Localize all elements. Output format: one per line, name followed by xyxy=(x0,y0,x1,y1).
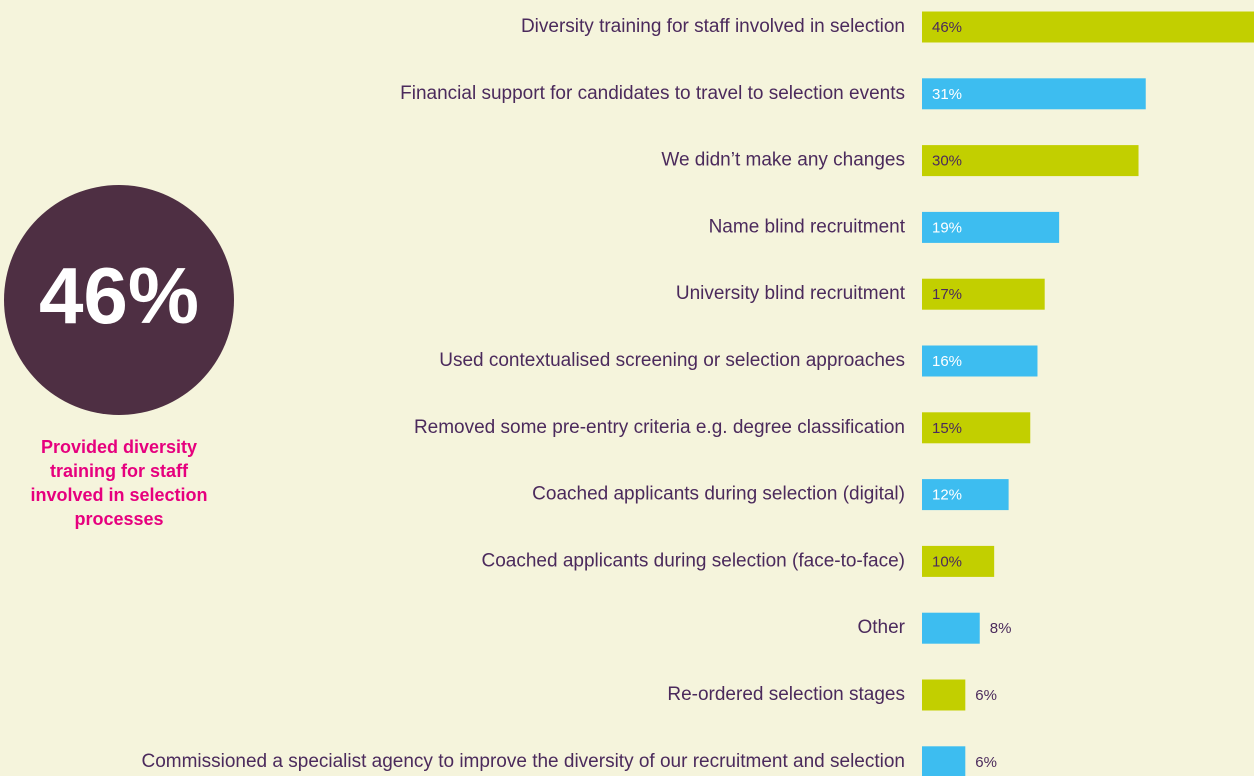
category-label: Removed some pre-entry criteria e.g. deg… xyxy=(414,417,905,438)
value-label: 10% xyxy=(932,553,962,570)
callout-value: 46% xyxy=(39,251,199,340)
category-label: Diversity training for staff involved in… xyxy=(521,16,905,37)
category-label: Used contextualised screening or selecti… xyxy=(439,350,905,371)
category-label: Coached applicants during selection (fac… xyxy=(481,550,905,571)
category-label: University blind recruitment xyxy=(676,283,906,304)
value-label: 8% xyxy=(990,620,1012,637)
category-label: Coached applicants during selection (dig… xyxy=(532,484,905,505)
bar xyxy=(922,545,995,577)
value-label: 6% xyxy=(975,754,997,771)
bar xyxy=(922,612,980,644)
bar xyxy=(922,278,1045,310)
bar xyxy=(922,78,1146,110)
category-label: Name blind recruitment xyxy=(709,216,906,237)
value-label: 17% xyxy=(932,286,962,303)
bar xyxy=(922,479,1009,511)
bar xyxy=(922,11,1254,43)
callout-text: processes xyxy=(74,509,163,529)
category-label: Re-ordered selection stages xyxy=(667,684,905,705)
callout-text: involved in selection xyxy=(30,485,207,505)
bar xyxy=(922,211,1060,243)
value-label: 46% xyxy=(932,19,962,36)
bar xyxy=(922,679,966,711)
category-label: Other xyxy=(857,617,905,638)
category-label: Financial support for candidates to trav… xyxy=(400,83,905,104)
bar xyxy=(922,145,1139,177)
value-label: 30% xyxy=(932,153,962,170)
value-label: 31% xyxy=(932,86,962,103)
value-label: 12% xyxy=(932,487,962,504)
callout-text: training for staff xyxy=(50,461,189,481)
bar xyxy=(922,412,1031,444)
bar xyxy=(922,345,1038,377)
category-label: We didn’t make any changes xyxy=(661,150,905,171)
value-label: 6% xyxy=(975,687,997,704)
value-label: 15% xyxy=(932,420,962,437)
callout-circle xyxy=(4,185,234,415)
category-label: Commissioned a specialist agency to impr… xyxy=(141,751,905,772)
callout-text: Provided diversity xyxy=(41,437,197,457)
value-label: 16% xyxy=(932,353,962,370)
bar xyxy=(922,746,966,776)
value-label: 19% xyxy=(932,219,962,236)
